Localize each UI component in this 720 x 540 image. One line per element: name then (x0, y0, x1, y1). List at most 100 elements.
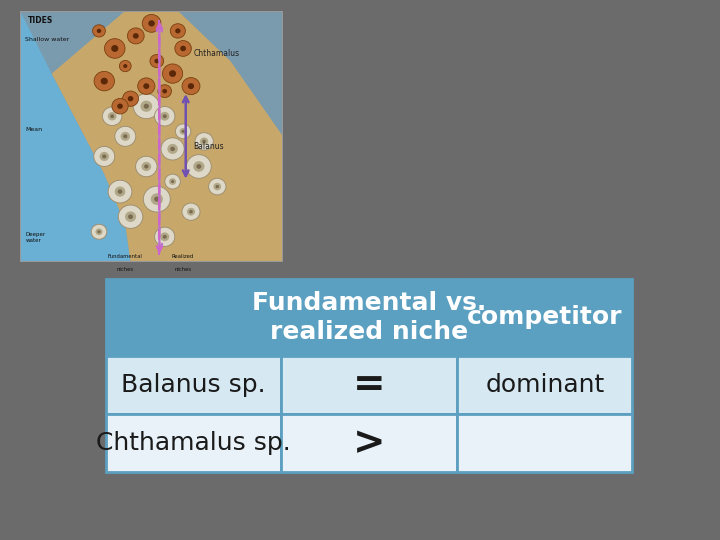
Circle shape (195, 133, 213, 150)
Circle shape (97, 230, 101, 233)
Circle shape (200, 137, 208, 145)
Circle shape (169, 178, 176, 185)
Circle shape (140, 100, 152, 112)
Circle shape (186, 154, 211, 178)
Circle shape (150, 193, 163, 205)
Circle shape (133, 33, 139, 39)
Circle shape (102, 107, 122, 126)
Circle shape (102, 154, 107, 158)
Circle shape (123, 134, 127, 138)
Circle shape (143, 186, 171, 212)
Text: niches: niches (117, 267, 134, 272)
Circle shape (128, 214, 133, 219)
Circle shape (138, 78, 155, 94)
Text: niches: niches (174, 267, 192, 272)
Circle shape (117, 104, 123, 109)
Bar (457, 414, 632, 472)
Bar (282, 414, 457, 472)
Circle shape (123, 64, 127, 68)
Circle shape (117, 190, 122, 194)
Circle shape (114, 186, 125, 197)
Circle shape (193, 161, 204, 172)
Circle shape (182, 78, 200, 94)
Circle shape (143, 15, 161, 32)
Circle shape (187, 208, 195, 215)
Circle shape (197, 164, 202, 169)
Circle shape (111, 45, 118, 52)
Circle shape (99, 152, 109, 161)
Text: Balanus sp.: Balanus sp. (121, 373, 266, 397)
Circle shape (160, 232, 169, 241)
Circle shape (171, 24, 185, 38)
Circle shape (180, 46, 186, 51)
Circle shape (182, 203, 200, 220)
Circle shape (144, 104, 149, 109)
Circle shape (133, 94, 159, 119)
Text: Deeper
water: Deeper water (25, 232, 45, 243)
Text: dominant: dominant (485, 373, 604, 397)
Bar (457, 356, 632, 414)
Circle shape (179, 128, 186, 134)
Circle shape (163, 64, 183, 83)
Bar (106, 414, 282, 472)
Circle shape (127, 96, 133, 102)
Circle shape (154, 59, 159, 63)
Circle shape (118, 205, 143, 228)
Circle shape (176, 124, 191, 139)
Circle shape (108, 180, 132, 203)
Circle shape (161, 138, 184, 160)
Circle shape (154, 197, 160, 202)
Circle shape (202, 140, 206, 143)
Circle shape (148, 20, 155, 26)
Circle shape (155, 106, 175, 126)
Circle shape (162, 89, 167, 93)
Text: TIDES: TIDES (28, 16, 53, 25)
Text: >: > (353, 424, 385, 462)
Circle shape (189, 210, 193, 213)
Circle shape (188, 83, 194, 89)
Bar (282, 279, 457, 356)
Text: Chthamalus: Chthamalus (194, 49, 240, 58)
Text: Balanus: Balanus (194, 142, 224, 151)
Circle shape (143, 83, 149, 89)
Circle shape (175, 29, 181, 33)
Circle shape (96, 29, 102, 33)
Circle shape (167, 144, 178, 154)
Text: Realized: Realized (172, 254, 194, 259)
Circle shape (160, 112, 169, 120)
Circle shape (170, 147, 175, 151)
Circle shape (122, 91, 138, 106)
Circle shape (163, 235, 167, 239)
Circle shape (150, 55, 163, 68)
Circle shape (101, 78, 108, 85)
Circle shape (158, 85, 171, 98)
Bar (282, 356, 457, 414)
Circle shape (181, 130, 184, 133)
Bar (106, 279, 282, 356)
Circle shape (114, 126, 136, 146)
Circle shape (171, 180, 174, 183)
Circle shape (120, 132, 130, 141)
Circle shape (155, 227, 175, 246)
Circle shape (94, 71, 114, 91)
Circle shape (94, 146, 114, 166)
Circle shape (213, 183, 221, 190)
Text: Shallow water: Shallow water (25, 37, 70, 42)
Text: Chthamalus sp.: Chthamalus sp. (96, 431, 291, 455)
Circle shape (144, 164, 148, 168)
Circle shape (135, 156, 157, 177)
Bar (457, 279, 632, 356)
Circle shape (104, 39, 125, 58)
Text: competitor: competitor (467, 306, 623, 329)
Circle shape (169, 70, 176, 77)
Polygon shape (20, 11, 130, 262)
Circle shape (96, 228, 102, 235)
Bar (106, 356, 282, 414)
Circle shape (110, 114, 114, 118)
Text: Fundamental: Fundamental (108, 254, 143, 259)
Circle shape (165, 174, 181, 189)
Text: Fundamental vs.
realized niche: Fundamental vs. realized niche (252, 291, 487, 344)
Circle shape (175, 40, 192, 56)
Text: Mean: Mean (25, 127, 42, 132)
Circle shape (93, 25, 105, 37)
